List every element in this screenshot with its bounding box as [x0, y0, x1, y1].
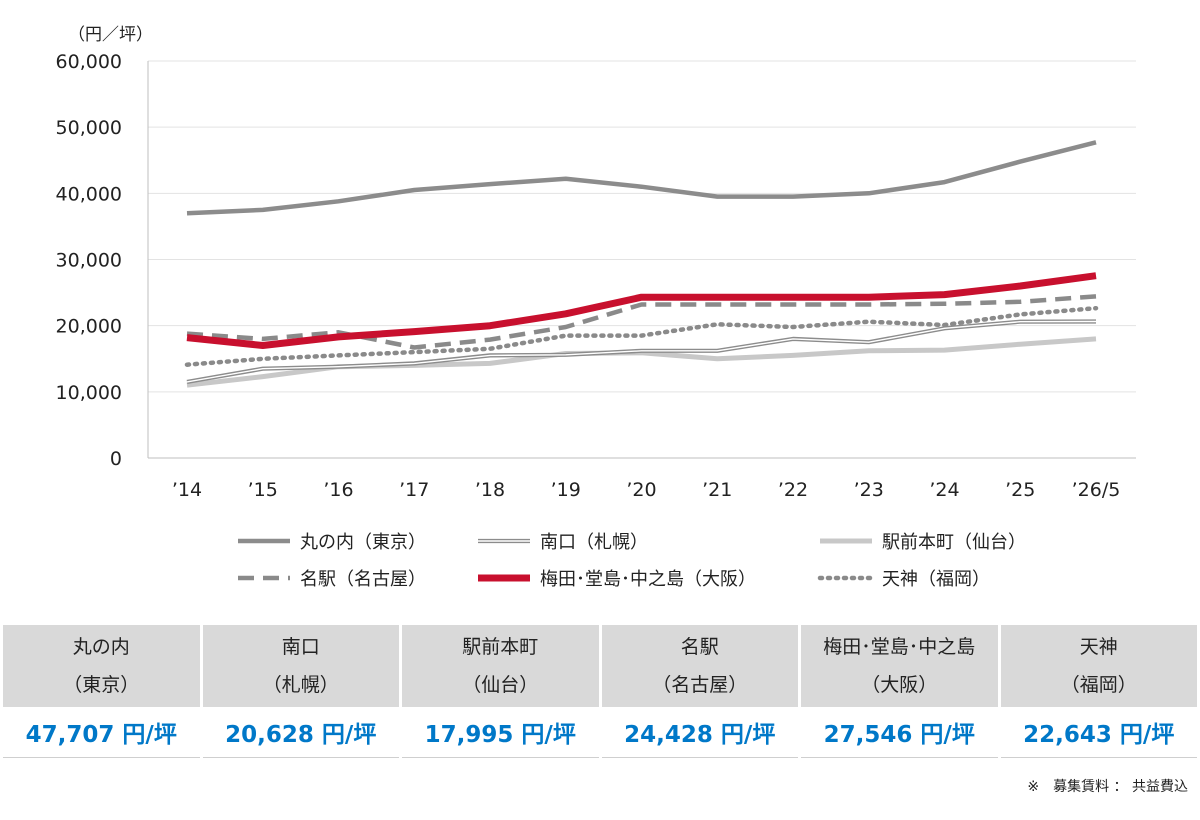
- y-tick-label: 50,000: [56, 117, 122, 139]
- value-meieki: 24,428 円/坪: [601, 707, 798, 758]
- y-tick-label: 20,000: [56, 316, 122, 338]
- value-marunouchi: 47,707 円/坪: [3, 707, 200, 758]
- series-line: [186, 319, 1097, 384]
- legend-label: 梅田･堂島･中之島（大阪）: [540, 569, 756, 590]
- x-tick-label: ’22: [778, 479, 808, 501]
- value-ekimae-honcho: 17,995 円/坪: [402, 707, 599, 758]
- legend-label: 駅前本町（仙台）: [882, 532, 1026, 553]
- legend-label: 南口（札幌）: [540, 532, 648, 553]
- x-tick-label: ’26/5: [1072, 479, 1121, 501]
- header-marunouchi: 丸の内 （東京）: [3, 625, 200, 707]
- header-meieki: 名駅 （名古屋）: [601, 625, 798, 707]
- legend-label: 天神（福岡）: [882, 569, 990, 590]
- header-umeda: 梅田･堂島･中之島 （大阪）: [801, 625, 998, 707]
- series-line: [186, 272, 1097, 349]
- series-line: [184, 305, 1099, 367]
- y-tick-label: 30,000: [56, 250, 122, 272]
- x-tick-label: ’23: [854, 479, 884, 501]
- value-minamiguchi: 20,628 円/坪: [202, 707, 399, 758]
- x-tick-label: ’19: [551, 479, 581, 501]
- legend-label: 丸の内（東京）: [300, 532, 426, 553]
- legend-label: 名駅（名古屋）: [300, 569, 426, 590]
- y-tick-label: 60,000: [56, 51, 122, 73]
- x-tick-label: ’24: [929, 479, 959, 501]
- series-line: [186, 294, 1097, 350]
- header-tenjin: 天神 （福岡）: [1000, 625, 1197, 707]
- header-minamiguchi: 南口 （札幌）: [202, 625, 399, 707]
- x-tick-label: ’15: [248, 479, 278, 501]
- value-umeda: 27,546 円/坪: [801, 707, 998, 758]
- value-tenjin: 22,643 円/坪: [1000, 707, 1197, 758]
- line-chart: 0 10,000 20,000 30,000 40,000 50,000 60,000 （円／…: [56, 25, 1136, 590]
- y-unit-label: （円／坪）: [68, 25, 153, 45]
- rent-summary-table: 丸の内 （東京） 南口 （札幌） 駅前本町 （仙台） 名駅 （名古屋） 梅田･堂島･中之…: [0, 625, 1200, 758]
- series-line: [186, 140, 1097, 216]
- table-header-row: 丸の内 （東京） 南口 （札幌） 駅前本町 （仙台） 名駅 （名古屋） 梅田･堂島･中之…: [3, 625, 1197, 707]
- x-tick-label: ’20: [626, 479, 656, 501]
- header-ekimae-honcho: 駅前本町 （仙台）: [402, 625, 599, 707]
- y-tick-label: 0: [110, 448, 122, 470]
- x-tick-label: ’25: [1005, 479, 1035, 501]
- y-tick-label: 10,000: [56, 382, 122, 404]
- x-tick-label: ’14: [172, 479, 202, 501]
- series-line-inner: [186, 320, 1097, 383]
- x-tick-label: ’16: [323, 479, 353, 501]
- footnote: ※ 募集賃料 ： 共益費込: [1027, 779, 1188, 795]
- x-tick-label: ’18: [475, 479, 505, 501]
- x-tick-label: ’21: [702, 479, 732, 501]
- y-tick-label: 40,000: [56, 183, 122, 205]
- series-line: [186, 336, 1097, 388]
- x-tick-label: ’17: [399, 479, 429, 501]
- table-value-row: 47,707 円/坪 20,628 円/坪 17,995 円/坪 24,428 …: [3, 707, 1197, 758]
